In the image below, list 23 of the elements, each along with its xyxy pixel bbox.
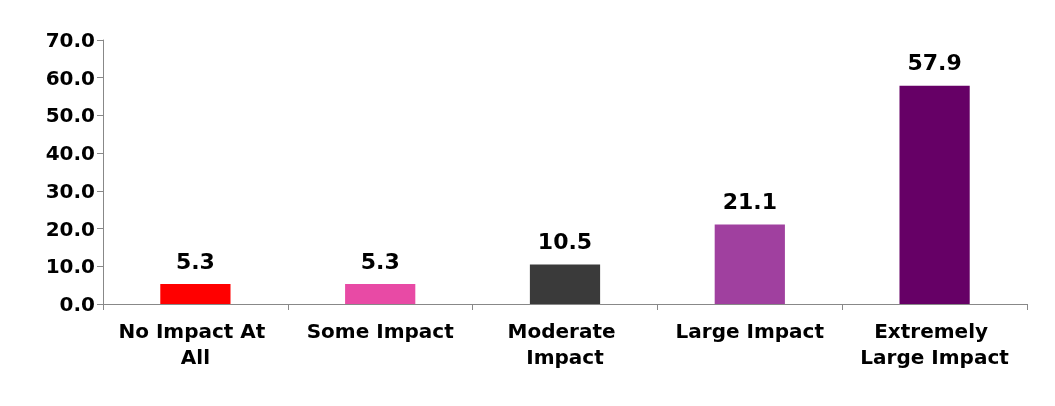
x-tick-label: Extremely Large Impact bbox=[860, 319, 1010, 369]
y-tick-label: 10.0 bbox=[45, 254, 95, 279]
y-tick-label: 0.0 bbox=[59, 292, 95, 316]
x-tick-label: Large Impact bbox=[675, 319, 825, 343]
y-tick-label: 40.0 bbox=[45, 141, 95, 166]
data-label: 5.3 bbox=[175, 248, 215, 274]
y-tick-label: 50.0 bbox=[45, 103, 95, 128]
data-label: 21.1 bbox=[722, 188, 777, 214]
x-tick-label: Moderate Impact bbox=[507, 319, 623, 369]
y-tick-label: 60.0 bbox=[45, 65, 95, 90]
bar bbox=[714, 224, 785, 304]
bar bbox=[160, 284, 231, 304]
x-tick-label: Some Impact bbox=[306, 319, 455, 343]
bar bbox=[345, 284, 416, 304]
y-tick-label: 30.0 bbox=[45, 178, 95, 203]
y-tick-label: 70.0 bbox=[45, 28, 95, 52]
y-tick-label: 20.0 bbox=[45, 216, 95, 241]
data-label: 5.3 bbox=[360, 248, 400, 274]
x-tick-label: No Impact At All bbox=[118, 319, 273, 369]
bar bbox=[529, 264, 601, 304]
data-label: 10.5 bbox=[537, 228, 593, 254]
bar bbox=[899, 85, 970, 304]
data-label: 57.9 bbox=[907, 50, 962, 76]
